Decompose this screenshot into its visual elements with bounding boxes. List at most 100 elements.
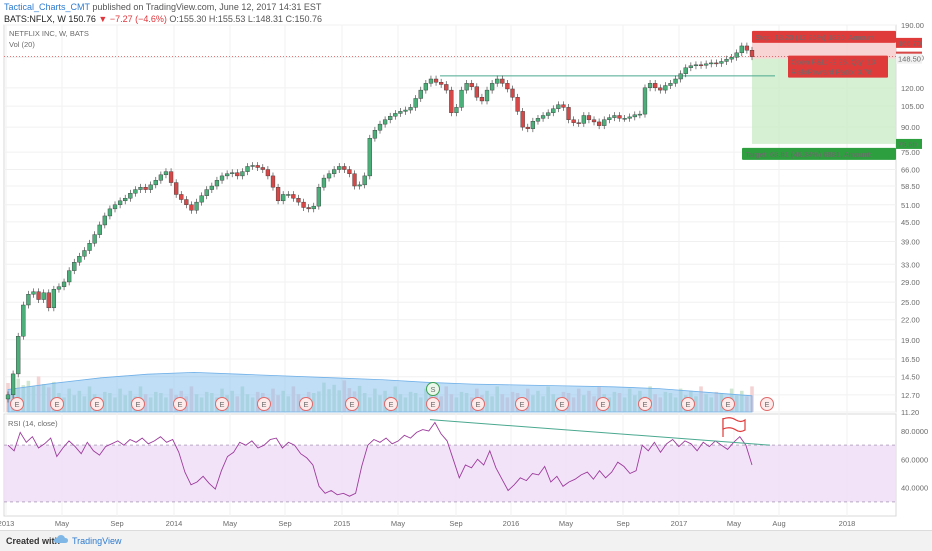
time-axis-label-0: 2013 <box>0 519 14 528</box>
candle <box>607 117 612 120</box>
price-chart[interactable]: 190.00150.00120.00105.0090.0075.0066.005… <box>0 0 932 530</box>
candle <box>596 121 602 126</box>
candle <box>321 177 327 188</box>
candle <box>591 119 597 123</box>
candle <box>418 89 423 99</box>
earnings-marker <box>721 397 735 411</box>
pnl-label-box <box>788 55 888 78</box>
flag-icon <box>722 417 746 437</box>
time-axis-label-6: 2015 <box>334 519 351 528</box>
earnings-marker-label: E <box>764 400 769 409</box>
time-axis-label-10: May <box>559 519 573 528</box>
volume-indicator-label: Vol (20) <box>9 40 35 49</box>
candle <box>41 292 46 300</box>
candle <box>561 104 566 108</box>
earnings-marker-label: E <box>685 400 690 409</box>
rsi-line <box>7 421 753 497</box>
tradingview-cloud-icon <box>54 535 68 543</box>
earnings-marker <box>760 397 774 411</box>
price-axis-label-8: 51.00 <box>901 201 920 210</box>
entry-price-marker-box <box>896 53 922 64</box>
candle <box>148 184 153 190</box>
earnings-marker <box>215 397 229 411</box>
price-axis-label-2: 120.00 <box>901 84 924 93</box>
candle <box>678 73 683 80</box>
pnl-label-text-0: Open P&L: -2.26, Qty: 13 <box>791 58 875 67</box>
candle <box>535 118 541 122</box>
candle <box>525 126 530 129</box>
earnings-marker-label: E <box>14 400 19 409</box>
candle <box>658 87 663 91</box>
candle <box>724 58 729 62</box>
candle <box>326 173 332 179</box>
author-name[interactable]: Tactical_Charts_CMT <box>4 2 90 12</box>
price-axis-label-9: 45.00 <box>901 218 920 227</box>
earnings-marker <box>384 397 398 411</box>
rsi-indicator-label: RSI (14, close) <box>8 419 58 428</box>
price-axis-label-18: 12.70 <box>901 391 920 400</box>
candle <box>454 107 459 113</box>
symbol-label: BATS:NFLX, W <box>4 14 66 24</box>
candle <box>617 115 622 119</box>
created-with-label: Created with <box>6 536 61 546</box>
candle <box>704 63 709 66</box>
candle <box>184 199 189 205</box>
candle <box>408 107 413 111</box>
candle <box>459 89 464 108</box>
candle <box>51 289 56 309</box>
candle <box>612 115 617 118</box>
candle <box>734 52 739 58</box>
entry-price-marker-label: 148.50 <box>898 55 921 64</box>
price-axis-label-19: 11.20 <box>901 408 919 417</box>
earnings-marker-label: E <box>642 400 647 409</box>
candle <box>163 171 169 176</box>
candle <box>342 166 347 170</box>
earnings-marker-label: E <box>430 400 435 409</box>
candle <box>474 86 479 98</box>
earnings-marker <box>131 397 145 411</box>
time-axis-label-11: Sep <box>616 519 629 528</box>
candle <box>286 194 291 196</box>
earnings-marker-label: E <box>219 400 224 409</box>
time-axis-label-14: Aug <box>772 519 785 528</box>
candle <box>179 194 184 200</box>
candle <box>306 207 311 210</box>
target-label-box <box>742 147 896 160</box>
candle <box>97 224 102 235</box>
candle <box>332 169 337 174</box>
earnings-marker <box>681 397 695 411</box>
price-axis-label-6: 66.00 <box>901 166 920 175</box>
candle <box>540 115 546 119</box>
rsi-axis-label-0: 80.0000 <box>901 427 928 436</box>
price-axis-label-16: 16.50 <box>901 355 920 364</box>
candle <box>296 198 301 203</box>
time-axis-label-1: May <box>55 519 69 528</box>
candle <box>510 88 515 98</box>
stop-price-marker-label: 166.70 <box>898 39 921 48</box>
candle <box>347 169 352 174</box>
earnings-marker <box>426 397 440 411</box>
candle <box>505 83 510 90</box>
time-axis-label-3: 2014 <box>166 519 183 528</box>
candle <box>230 172 235 174</box>
candle <box>72 262 77 271</box>
time-axis-label-4: May <box>223 519 237 528</box>
candle <box>377 123 383 131</box>
candle <box>240 171 245 177</box>
candle <box>571 119 576 123</box>
candle <box>520 111 525 128</box>
candle <box>26 294 31 306</box>
time-axis-label-13: May <box>727 519 741 528</box>
candle <box>546 112 551 116</box>
candle <box>688 65 693 68</box>
price-pane <box>3 24 897 413</box>
candle <box>214 180 220 187</box>
candle <box>270 175 276 188</box>
candle <box>194 201 199 211</box>
earnings-marker-label: E <box>725 400 730 409</box>
tradingview-logo-text[interactable]: TradingView <box>72 536 122 546</box>
candle <box>627 116 632 119</box>
candle <box>556 104 561 109</box>
candle <box>423 83 428 91</box>
rsi-band <box>4 445 896 502</box>
